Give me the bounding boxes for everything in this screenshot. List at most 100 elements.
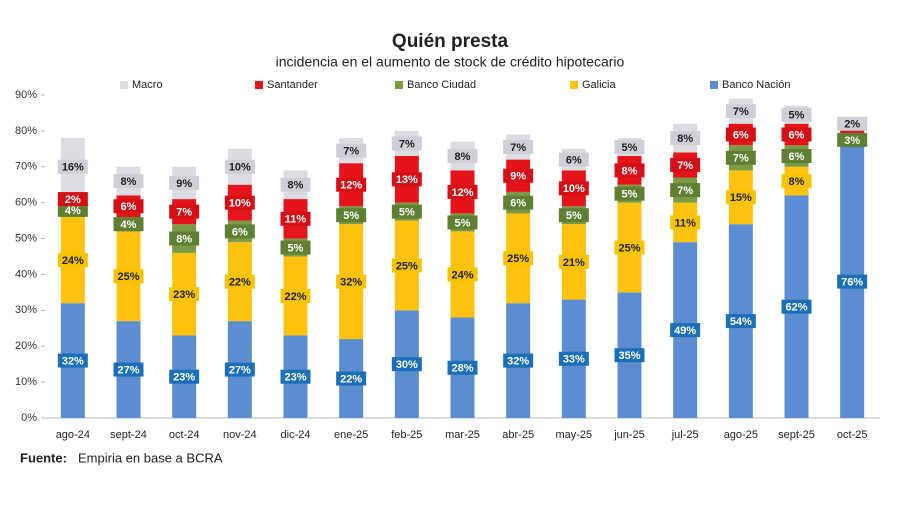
source-label: Fuente: — [20, 450, 67, 465]
chart-subtitle: incidencia en el aumento de stock de cré… — [276, 54, 625, 70]
value-label-box — [391, 172, 422, 187]
legend-swatch — [120, 81, 128, 89]
x-tick-label: oct-25 — [837, 429, 868, 441]
value-label-box — [725, 190, 756, 205]
value-label-box — [781, 107, 812, 122]
value-label-box — [670, 131, 701, 146]
value-label-box — [169, 369, 200, 384]
value-label-box — [447, 267, 478, 282]
value-label: 76% — [841, 277, 863, 289]
value-label-box — [447, 215, 478, 230]
value-label: 16% — [62, 162, 84, 174]
x-tick-label: nov-24 — [223, 429, 257, 441]
x-tick-label: ago-24 — [56, 429, 90, 441]
value-label-box — [725, 104, 756, 119]
legend-label: Galicia — [582, 79, 617, 91]
value-label: 32% — [62, 355, 84, 367]
value-label: 32% — [340, 277, 362, 289]
value-label: 30% — [396, 359, 418, 371]
x-tick-label: jul-25 — [671, 429, 699, 441]
value-label-box — [503, 195, 534, 210]
value-label-box — [113, 217, 144, 232]
value-label: 8% — [622, 165, 638, 177]
value-label: 6% — [566, 155, 582, 167]
value-label-box — [169, 287, 200, 302]
legend-label: Banco Ciudad — [407, 79, 476, 91]
value-label: 4% — [65, 205, 81, 217]
chart-title: Quién presta — [392, 31, 509, 52]
value-label-box — [280, 288, 311, 303]
value-label-box — [280, 177, 311, 192]
value-label-box — [113, 269, 144, 284]
value-label-box — [113, 362, 144, 377]
value-label-box — [670, 157, 701, 172]
y-tick-label: 60% — [15, 197, 37, 209]
value-label-box — [280, 369, 311, 384]
value-label: 23% — [173, 289, 195, 301]
value-label-box — [558, 351, 589, 366]
value-label-box — [447, 149, 478, 164]
value-label-box — [280, 240, 311, 255]
value-label: 11% — [674, 217, 696, 229]
source: Empiria en base a BCRA — [78, 450, 223, 465]
value-label: 24% — [62, 255, 84, 267]
value-label: 5% — [622, 189, 638, 201]
value-label: 6% — [789, 151, 805, 163]
value-label: 6% — [510, 198, 526, 210]
value-label-box — [224, 224, 255, 239]
value-label: 6% — [733, 129, 749, 141]
x-tick-label: sept-24 — [110, 429, 147, 441]
value-label-box — [781, 127, 812, 142]
value-label: 24% — [451, 269, 473, 281]
value-label-box — [837, 132, 868, 147]
value-label-box — [781, 299, 812, 314]
value-label-box — [447, 184, 478, 199]
value-label: 5% — [399, 207, 415, 219]
value-label-box — [224, 362, 255, 377]
value-label-box — [336, 208, 367, 223]
value-label: 7% — [510, 142, 526, 154]
value-label: 6% — [121, 201, 137, 213]
value-label-box — [725, 150, 756, 165]
value-label: 22% — [284, 291, 306, 303]
value-label-box — [614, 163, 645, 178]
value-label: 3% — [844, 135, 860, 147]
value-label-box — [113, 199, 144, 214]
value-label: 6% — [789, 129, 805, 141]
value-label: 25% — [618, 242, 640, 254]
x-tick-label: mar-25 — [445, 429, 480, 441]
value-label-box — [781, 149, 812, 164]
value-label-box — [391, 258, 422, 273]
y-tick-label: 80% — [15, 125, 37, 137]
value-label-box — [391, 357, 422, 372]
value-label-box — [558, 181, 589, 196]
value-label: 5% — [789, 110, 805, 122]
value-label: 6% — [232, 226, 248, 238]
value-label-box — [503, 251, 534, 266]
value-label: 25% — [117, 271, 139, 283]
value-label-box — [558, 208, 589, 223]
y-tick-label: 50% — [15, 232, 37, 244]
value-label: 9% — [176, 178, 192, 190]
value-label-box — [558, 152, 589, 167]
value-label-box — [670, 323, 701, 338]
x-tick-label: feb-25 — [391, 429, 422, 441]
value-label-box — [336, 143, 367, 158]
x-tick-label: abr-25 — [502, 429, 534, 441]
value-label: 33% — [563, 354, 585, 366]
value-label: 4% — [121, 219, 137, 231]
value-label: 23% — [284, 372, 306, 384]
value-label: 62% — [785, 302, 807, 314]
value-label: 7% — [399, 138, 415, 150]
value-label-box — [781, 174, 812, 189]
y-tick-label: 0% — [21, 412, 37, 424]
value-label: 8% — [789, 176, 805, 188]
value-label: 12% — [340, 180, 362, 192]
value-label: 32% — [507, 355, 529, 367]
value-label: 8% — [121, 176, 137, 188]
value-label-box — [57, 202, 88, 217]
value-label-box — [169, 175, 200, 190]
x-tick-label: oct-24 — [169, 429, 200, 441]
value-label-box — [57, 353, 88, 368]
